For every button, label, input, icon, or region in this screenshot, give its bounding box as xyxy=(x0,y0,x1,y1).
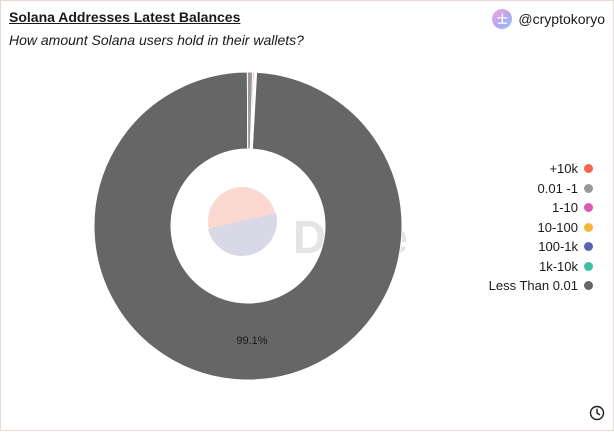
chart-subtitle: How amount Solana users hold in their wa… xyxy=(9,32,304,48)
legend-item[interactable]: 100-1k xyxy=(538,237,593,257)
legend-label: +10k xyxy=(549,161,578,177)
legend-item[interactable]: Less Than 0.01 xyxy=(489,276,593,296)
legend-swatch xyxy=(584,164,593,174)
data-label: 99.1% xyxy=(236,335,267,347)
clock-icon[interactable] xyxy=(589,405,605,421)
legend-item[interactable]: 1-10 xyxy=(552,198,593,218)
legend-label: 100-1k xyxy=(538,239,578,255)
pie-slice--10k[interactable] xyxy=(251,71,258,150)
legend-item[interactable]: 10-100 xyxy=(538,218,593,238)
legend-item[interactable]: +10k xyxy=(549,159,593,179)
slice-labels: 99.1% xyxy=(236,335,267,347)
author-link[interactable]: 士 @cryptokoryo xyxy=(492,9,605,29)
legend-item[interactable]: 0.01 -1 xyxy=(538,179,593,199)
legend-swatch xyxy=(584,222,593,232)
chart-legend: +10k 0.01 -1 1-10 10-100 100-1k 1k-10k Less Th… xyxy=(489,159,593,296)
legend-swatch xyxy=(584,281,593,291)
legend-label: 0.01 -1 xyxy=(537,180,578,196)
legend-label: Less Than 0.01 xyxy=(488,278,578,294)
avatar: 士 xyxy=(492,9,513,29)
legend-swatch xyxy=(584,203,593,213)
legend-item[interactable]: 1k-10k xyxy=(539,257,593,277)
legend-swatch xyxy=(584,261,593,271)
chart-title[interactable]: Solana Addresses Latest Balances xyxy=(9,9,241,25)
watermark-logo-bottom xyxy=(208,213,277,256)
pie-slices xyxy=(93,71,403,381)
pie-slice-less-than-0-01[interactable] xyxy=(93,71,403,381)
author-name: @cryptokoryo xyxy=(518,11,605,27)
legend-swatch xyxy=(584,242,593,252)
legend-label: 10-100 xyxy=(537,219,578,235)
legend-label: 1-10 xyxy=(551,200,578,216)
legend-label: 1k-10k xyxy=(538,258,578,274)
legend-swatch xyxy=(584,183,593,193)
